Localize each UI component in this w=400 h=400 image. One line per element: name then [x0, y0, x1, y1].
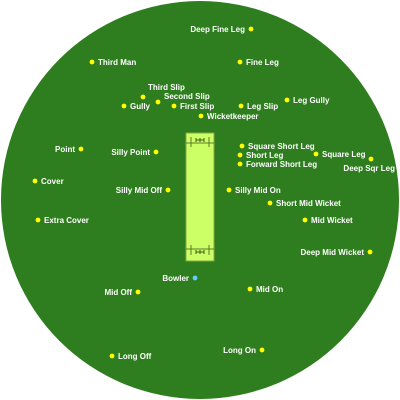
position-forward-short-leg: Forward Short Leg	[237, 160, 317, 169]
fielder-marker	[140, 94, 146, 100]
fielder-marker	[247, 286, 253, 292]
position-mid-wicket: Mid Wicket	[302, 216, 353, 225]
position-label: Leg Gully	[293, 96, 330, 105]
position-long-off: Long Off	[109, 352, 152, 361]
position-label: Extra Cover	[44, 216, 89, 225]
position-silly-point: Silly Point	[111, 148, 159, 157]
fielder-marker	[121, 103, 127, 109]
position-label: Deep Mid Wicket	[301, 248, 365, 257]
position-label: Cover	[41, 177, 64, 186]
fielder-marker	[238, 103, 244, 109]
fielder-marker	[89, 59, 95, 65]
position-label: Deep Sqr Leg	[343, 164, 395, 173]
position-label: Leg Slip	[247, 102, 278, 111]
fielder-marker	[153, 149, 159, 155]
fielder-marker	[267, 200, 273, 206]
position-bowler: Bowler	[162, 274, 198, 283]
stumps-icon	[195, 250, 205, 254]
position-wicketkeeper: Wicketkeeper	[198, 112, 259, 121]
fielder-marker	[198, 113, 204, 119]
position-label: Silly Point	[111, 148, 150, 157]
position-label: Third Slip	[148, 83, 185, 92]
position-third-man: Third Man	[89, 58, 136, 67]
fielder-marker	[135, 289, 141, 295]
position-label: Short Leg	[246, 151, 283, 160]
position-short-mid-wicket: Short Mid Wicket	[267, 199, 341, 208]
fielder-marker	[226, 187, 232, 193]
fielder-marker	[239, 143, 245, 149]
fielder-marker	[237, 59, 243, 65]
position-deep-sqr-leg: Deep Sqr Leg	[343, 156, 395, 173]
position-label: Silly Mid Off	[116, 186, 163, 195]
wicketkeeper-end-crease	[186, 137, 214, 147]
pitch	[185, 132, 215, 262]
fielder-marker	[248, 26, 254, 32]
position-square-leg: Square Leg	[313, 150, 366, 159]
fielder-marker	[171, 103, 177, 109]
position-label: Point	[55, 145, 75, 154]
position-fine-leg: Fine Leg	[237, 58, 279, 67]
position-mid-on: Mid On	[247, 285, 283, 294]
position-label: Second Slip	[164, 92, 210, 101]
position-leg-slip: Leg Slip	[238, 102, 278, 111]
position-label: Gully	[130, 102, 151, 111]
position-label: Mid Wicket	[311, 216, 353, 225]
position-extra-cover: Extra Cover	[35, 216, 89, 225]
position-label: First Slip	[180, 102, 214, 111]
position-label: Square Leg	[322, 150, 366, 159]
fielder-marker	[367, 249, 373, 255]
position-mid-off: Mid Off	[104, 288, 141, 297]
fielder-marker	[237, 152, 243, 158]
position-label: Deep Fine Leg	[190, 25, 245, 34]
fielder-marker	[109, 353, 115, 359]
position-label: Forward Short Leg	[246, 160, 317, 169]
fielding-positions: Deep Fine Leg Third Man Fine Leg Third Slip…	[32, 25, 395, 361]
position-label: Mid Off	[104, 288, 132, 297]
position-label: Long Off	[118, 352, 152, 361]
fielder-marker	[313, 151, 319, 157]
bowler-end-crease	[186, 245, 214, 255]
fielder-marker	[284, 97, 290, 103]
position-label: Fine Leg	[246, 58, 279, 67]
position-gully: Gully	[121, 102, 151, 111]
position-point: Point	[55, 145, 84, 154]
position-third-slip: Third Slip	[140, 83, 185, 100]
position-label: Silly Mid On	[235, 186, 281, 195]
position-label: Wicketkeeper	[207, 112, 259, 121]
position-square-short-leg: Square Short Leg	[239, 142, 315, 151]
position-leg-gully: Leg Gully	[284, 96, 330, 105]
fielder-marker	[302, 217, 308, 223]
position-label: Mid On	[256, 285, 283, 294]
fielder-marker	[165, 187, 171, 193]
fielder-marker	[368, 156, 374, 162]
pitch-strip	[185, 132, 215, 262]
stumps-icon	[195, 138, 205, 142]
fielder-marker	[155, 99, 161, 105]
position-silly-mid-on: Silly Mid On	[226, 186, 281, 195]
position-short-leg: Short Leg	[237, 151, 283, 160]
position-label: Square Short Leg	[248, 142, 315, 151]
fielder-marker	[32, 178, 38, 184]
position-deep-fine-leg: Deep Fine Leg	[190, 25, 254, 34]
position-first-slip: First Slip	[171, 102, 214, 111]
position-label: Long On	[223, 346, 256, 355]
bowler-marker	[192, 275, 198, 281]
fielder-marker	[259, 347, 265, 353]
position-label: Short Mid Wicket	[276, 199, 341, 208]
position-deep-mid-wicket: Deep Mid Wicket	[301, 248, 373, 257]
fielder-marker	[78, 146, 84, 152]
fielder-marker	[237, 161, 243, 167]
position-cover: Cover	[32, 177, 64, 186]
position-second-slip: Second Slip	[155, 92, 210, 105]
position-label: Bowler	[162, 274, 189, 283]
position-silly-mid-off: Silly Mid Off	[116, 186, 171, 195]
position-label: Third Man	[98, 58, 136, 67]
position-long-on: Long On	[223, 346, 265, 355]
fielder-marker	[35, 217, 41, 223]
